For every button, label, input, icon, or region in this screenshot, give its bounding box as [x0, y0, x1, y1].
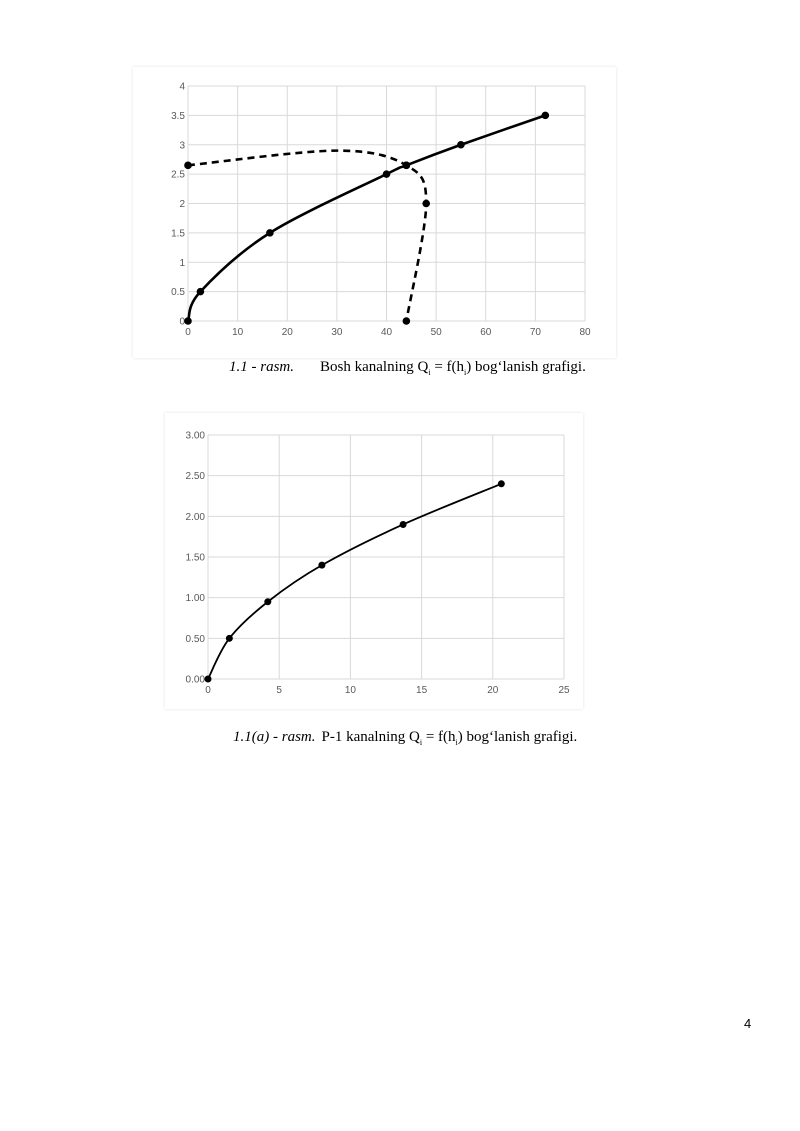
caption-2-text-after: ) bog‘lanish grafigi.	[457, 729, 578, 745]
chart-1-series-1-line	[186, 114, 546, 322]
chart-2-series-1-point	[399, 520, 407, 528]
chart-1-series-2-point	[184, 161, 192, 170]
chart-1-x-tick-label: 0	[185, 327, 191, 338]
chart-1-series-1-point	[457, 140, 465, 149]
chart-2-x-tick-label: 0	[205, 685, 211, 696]
chart-1-y-tick-label: 2.5	[171, 170, 185, 181]
caption-1-sub-1: i	[428, 368, 431, 377]
chart-2-series-1-point	[497, 480, 505, 488]
chart-1-y-tick-label: 3	[179, 140, 185, 151]
chart-1-y-tick-label: 2	[179, 199, 185, 210]
chart-1-y-tick-label: 0	[179, 317, 185, 328]
chart-1-y-tick-label: 3.5	[171, 111, 185, 122]
chart-1-y-tick-label: 0.5	[171, 287, 185, 298]
page-number: 4	[744, 1016, 752, 1031]
chart-1-series-2-point	[402, 161, 411, 170]
chart-2-x-tick-label: 25	[558, 685, 570, 696]
chart-1-y-tick-label: 1	[179, 258, 185, 269]
chart-2-y-tick-label: 3.00	[186, 431, 206, 442]
chart-2-y-tick-label: 0.50	[186, 634, 206, 645]
chart-1-y-tick-label: 4	[179, 82, 185, 93]
chart-2-series-1-point	[264, 598, 272, 606]
chart-1-x-tick-label: 70	[530, 327, 542, 338]
chart-2-svg: 0.00 0.50 1.00 1.50 2.00 2.50 3.00 0 5 10 15 20 25	[186, 431, 570, 697]
caption-2-text-before: P-1 kanalning Q	[321, 729, 420, 745]
chart-2-series-1-point	[225, 634, 233, 642]
chart-1-series-1-point	[266, 229, 274, 237]
chart-2-y-tick-label: 1.50	[186, 553, 206, 564]
chart-1-x-tick-label: 40	[381, 327, 393, 338]
chart-2-series-1-line	[207, 482, 502, 680]
chart-2: 0.00 0.50 1.00 1.50 2.00 2.50 3.00 0 5 10 15 20 25	[165, 413, 583, 709]
caption-2-sub-2: i	[455, 738, 458, 747]
chart-2-series-1-point	[204, 675, 212, 683]
caption-2-sub-1: i	[419, 738, 423, 747]
figure-1-number: 1.1 - rasm.	[229, 359, 295, 375]
chart-1-svg: 00.511.522.533.540 10 20 30 40 50 60 70 80	[171, 82, 591, 339]
chart-1-x-tick-label: 30	[331, 327, 343, 338]
caption-2-text-mid: = f(h	[422, 729, 456, 745]
figure-1-caption: 1.1 - rasm. Bosh kanalning Qi = f(hi) bog…	[229, 359, 586, 377]
chart-2-x-tick-label: 15	[416, 685, 428, 696]
chart-1-x-tick-label: 80	[579, 327, 591, 338]
chart-1-x-tick-label: 60	[480, 327, 492, 338]
caption-1-text-mid: = f(h	[430, 359, 465, 375]
chart-1-series-1-point	[541, 111, 550, 120]
chart-2-x-tick-label: 10	[345, 685, 357, 696]
chart-1-series-2-point	[422, 199, 431, 208]
chart-2-y-tick-label: 1.00	[186, 593, 206, 604]
caption-1-sub-2: i	[464, 368, 467, 377]
chart-1-series-2-point	[402, 317, 411, 325]
chart-1-y-tick-label: 1.5	[171, 228, 185, 239]
chart-1-x-tick-label: 10	[232, 327, 244, 338]
chart-1-series-1-point	[196, 287, 205, 296]
chart-1-series-1-point	[382, 170, 391, 178]
chart-1: 0 0.5 1 1.5 2 2.5 3 3.5 4 0 10 20 30 40 50 60 70 80	[133, 67, 616, 358]
chart-2-y-tick-label: 0.00	[186, 675, 206, 686]
chart-2-y-tick-label: 2.00	[186, 512, 206, 523]
figure-2-caption: 1.1(a) - rasm. P-1 kanalning Qi = f(hi) b…	[233, 729, 577, 747]
caption-1-text-after: ) bog‘lanish grafigi.	[466, 359, 586, 375]
figure-2-number: 1.1(a) - rasm.	[233, 729, 316, 745]
chart-1-series-1-point	[184, 317, 192, 325]
chart-2-y-tick-label: 2.50	[186, 471, 206, 482]
caption-1-text-before: Bosh kanalning Q	[320, 359, 429, 375]
chart-2-x-tick-label: 20	[487, 685, 499, 696]
chart-1-x-tick-label: 50	[431, 327, 443, 338]
chart-1-series-2-line	[187, 149, 428, 322]
chart-2-series-1-point	[318, 561, 326, 569]
chart-1-x-tick-label: 20	[282, 327, 294, 338]
chart-2-x-tick-label: 5	[276, 685, 282, 696]
